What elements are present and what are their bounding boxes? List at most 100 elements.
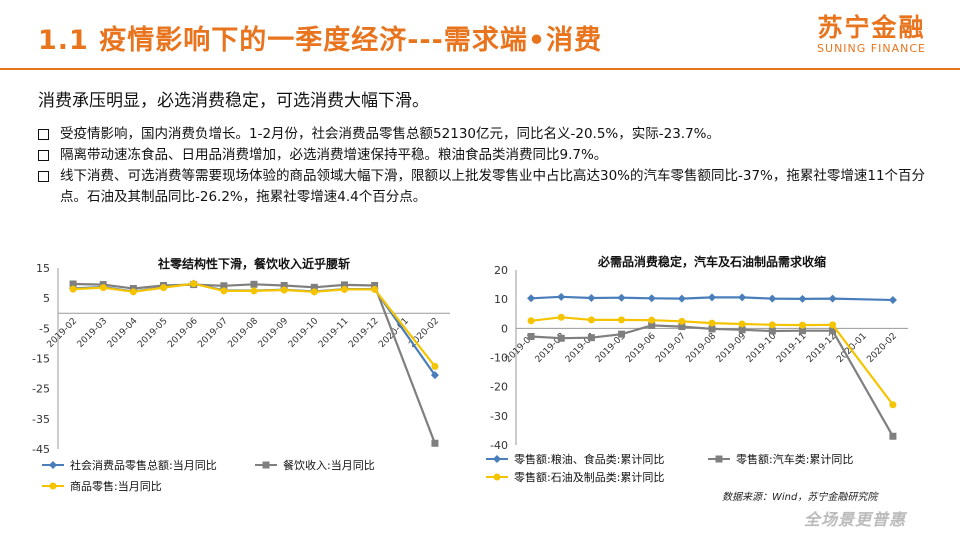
data-point bbox=[250, 287, 258, 295]
square-bullet-icon bbox=[38, 150, 49, 161]
y-tick-label: -30 bbox=[490, 410, 508, 423]
x-tick-label: 2019-07 bbox=[654, 331, 688, 365]
data-point bbox=[69, 280, 77, 288]
brand-name-en: SUNING FINANCE bbox=[817, 42, 926, 55]
brand-logo: 苏宁金融 SUNING FINANCE bbox=[817, 13, 926, 56]
x-tick-label: 2019-09 bbox=[715, 331, 749, 365]
data-point bbox=[768, 327, 776, 335]
x-tick-label: 2020-02 bbox=[865, 331, 899, 365]
data-point bbox=[280, 286, 288, 294]
data-point bbox=[431, 439, 439, 447]
data-point bbox=[889, 401, 897, 409]
bullet-list: 受疫情影响，国内消费负增长。1-2月份，社会消费品零售总额52130亿元，同比名… bbox=[38, 124, 938, 208]
x-tick-label: 2019-08 bbox=[226, 316, 260, 350]
legend-label: 餐饮收入:当月同比 bbox=[283, 458, 375, 472]
brand-name-cn: 苏宁金融 bbox=[817, 13, 926, 42]
data-point bbox=[280, 281, 288, 289]
bullet-item: 线下消费、可选消费等需要现场体验的商品领域大幅下滑，限额以上批发零售业中占比高达… bbox=[38, 166, 938, 208]
data-point bbox=[160, 284, 168, 292]
page-subtitle: 消费承压明显，必选消费稳定，可选消费大幅下滑。 bbox=[38, 91, 429, 111]
chart-title: 社零结构性下滑，餐饮收入近乎腰斩 bbox=[157, 256, 350, 271]
data-point bbox=[587, 294, 596, 302]
legend-marker bbox=[493, 473, 501, 481]
data-point bbox=[618, 330, 626, 338]
header-divider bbox=[0, 68, 960, 70]
data-point bbox=[708, 325, 716, 333]
data-point bbox=[678, 317, 686, 325]
data-point bbox=[310, 283, 318, 291]
chart-retail-structure-svg: 社零结构性下滑，餐饮收入近乎腰斩 15 5 -5 -15 -25 -35 -45 2019-02… bbox=[32, 256, 450, 493]
data-point bbox=[129, 288, 137, 296]
chart-necessities-autos-oil: 必需品消费稳定，汽车及石油制品需求收缩 20 10 0 -10 -20 -30 -40 2019… bbox=[468, 248, 918, 488]
x-tick-label: 2019-10 bbox=[745, 331, 779, 365]
x-tick-label: 2019-05 bbox=[136, 316, 170, 350]
bullet-item: 受疫情影响，国内消费负增长。1-2月份，社会消费品零售总额52130亿元，同比名… bbox=[38, 124, 938, 145]
data-point bbox=[557, 313, 565, 321]
x-tick-label: 2019-11 bbox=[775, 331, 809, 365]
data-point bbox=[527, 317, 535, 325]
y-tick-label: 0 bbox=[501, 322, 508, 335]
x-tick-label: 2019-09 bbox=[257, 316, 291, 350]
legend-marker bbox=[262, 461, 270, 469]
data-point bbox=[768, 321, 776, 329]
series-line bbox=[531, 295, 893, 302]
page-title: 1.1 疫情影响下的一季度经济---需求端•消费 bbox=[38, 25, 603, 56]
square-bullet-icon bbox=[38, 129, 49, 140]
data-point bbox=[618, 316, 626, 324]
x-tick-label: 2019-06 bbox=[624, 331, 658, 365]
data-point bbox=[340, 285, 348, 293]
y-tick-label: -25 bbox=[32, 383, 50, 396]
series-line bbox=[531, 324, 894, 437]
data-point bbox=[829, 327, 837, 335]
y-tick-label: 5 bbox=[43, 292, 50, 305]
legend-marker bbox=[493, 455, 501, 463]
legend-marker bbox=[49, 482, 57, 490]
data-point bbox=[768, 294, 777, 303]
legend-marker bbox=[715, 455, 723, 463]
chart-retail-structure: 社零结构性下滑，餐饮收入近乎腰斩 15 5 -5 -15 -25 -35 -45 2019-02… bbox=[10, 248, 460, 518]
data-point bbox=[648, 316, 656, 324]
data-point bbox=[798, 321, 806, 329]
x-tick-label: 2019-02 bbox=[46, 316, 80, 350]
x-tick-label: 2019-10 bbox=[287, 316, 321, 350]
data-point bbox=[889, 432, 897, 440]
data-point bbox=[708, 319, 716, 327]
series-line bbox=[73, 282, 436, 367]
data-point bbox=[527, 333, 535, 340]
data-point bbox=[678, 323, 686, 331]
data-point bbox=[829, 321, 837, 329]
y-tick-label: -40 bbox=[490, 439, 508, 452]
data-point bbox=[340, 281, 348, 289]
data-point bbox=[310, 288, 318, 296]
y-tick-label: -35 bbox=[32, 413, 50, 426]
brand-slogan: 全场景更普惠 bbox=[804, 510, 907, 529]
data-point bbox=[220, 287, 228, 295]
data-point bbox=[828, 294, 837, 303]
series-line bbox=[530, 316, 894, 406]
legend-label: 社会消费品零售总额:当月同比 bbox=[70, 458, 217, 472]
chart-title: 必需品消费稳定，汽车及石油制品需求收缩 bbox=[597, 254, 826, 269]
bullet-text: 线下消费、可选消费等需要现场体验的商品领域大幅下滑，限额以上批发零售业中占比高达… bbox=[60, 168, 926, 205]
data-point bbox=[798, 294, 807, 303]
legend-label: 零售额:石油及制品类:累计同比 bbox=[514, 470, 664, 484]
data-point bbox=[617, 293, 626, 302]
data-point bbox=[250, 280, 258, 288]
data-point bbox=[708, 293, 716, 302]
data-point bbox=[371, 281, 379, 289]
data-point bbox=[738, 326, 746, 334]
y-tick-label: 10 bbox=[494, 293, 508, 306]
data-point bbox=[587, 316, 595, 324]
y-tick-label: 15 bbox=[36, 262, 50, 275]
bullet-text: 隔离带动速冻食品、日用品消费增加，必选消费增速保持平稳。粮油食品类消费同比9.7… bbox=[60, 147, 608, 163]
data-point bbox=[738, 293, 747, 302]
x-tick-label: 2019-11 bbox=[317, 316, 351, 350]
square-bullet-icon bbox=[38, 171, 49, 182]
bullet-text: 受疫情影响，国内消费负增长。1-2月份，社会消费品零售总额52130亿元，同比名… bbox=[60, 126, 721, 142]
x-tick-label: 2019-07 bbox=[196, 316, 230, 350]
x-tick-label: 2019-12 bbox=[805, 331, 839, 365]
data-point bbox=[430, 371, 439, 380]
y-tick-label: -5 bbox=[39, 322, 50, 335]
chart-necessities-autos-oil-svg: 必需品消费稳定，汽车及石油制品需求收缩 20 10 0 -10 -20 -30 -40 2019… bbox=[486, 254, 908, 484]
data-point bbox=[220, 282, 228, 290]
x-tick-label: 2019-08 bbox=[684, 331, 718, 365]
